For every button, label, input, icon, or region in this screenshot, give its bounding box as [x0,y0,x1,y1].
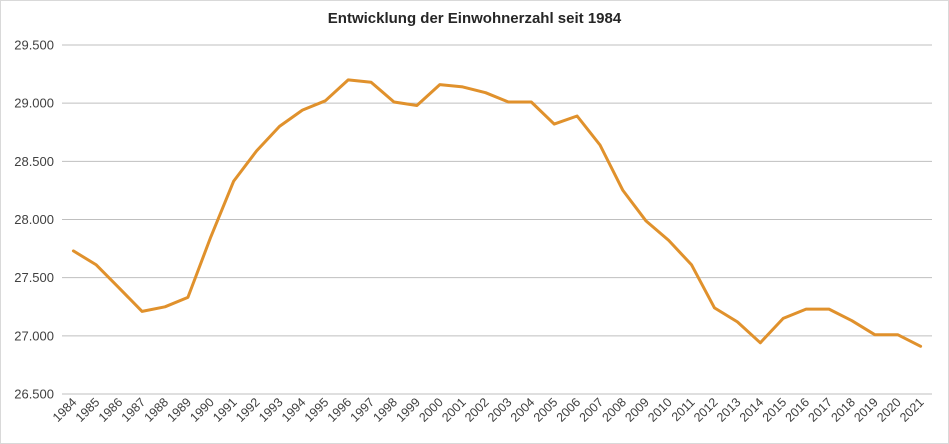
y-tick-label: 27.500 [14,270,54,285]
x-tick-label: 1992 [233,395,263,425]
x-tick-label: 2005 [531,395,561,425]
x-tick-label: 2012 [691,395,721,425]
chart-title: Entwicklung der Einwohnerzahl seit 1984 [327,10,622,27]
gridlines [62,44,932,395]
x-tick-label: 2015 [760,395,790,425]
x-tick-label: 1984 [50,395,80,425]
x-axis-tick-labels: 1984198519861987198819891990199119921993… [50,395,927,425]
x-tick-label: 2013 [714,395,744,425]
y-axis-tick-labels: 26.500 27.000 27.500 28.000 28.500 29.000 29.5… [14,38,54,402]
x-tick-label: 1985 [73,395,103,425]
x-tick-label: 2018 [828,395,858,425]
x-tick-label: 2016 [783,395,813,425]
x-tick-label: 1995 [302,395,332,425]
x-tick-label: 1994 [279,395,309,425]
x-tick-label: 2001 [439,395,469,425]
x-tick-label: 1991 [210,395,240,425]
x-tick-label: 2017 [806,395,836,425]
x-tick-label: 1993 [256,395,286,425]
x-tick-label: 1986 [96,395,126,425]
x-tick-label: 1997 [348,395,378,425]
x-tick-label: 2010 [645,395,675,425]
x-tick-label: 1999 [393,395,423,425]
x-tick-label: 2000 [416,395,446,425]
x-tick-label: 1988 [142,395,172,425]
y-tick-label: 29.000 [14,96,54,111]
x-tick-label: 2020 [874,395,904,425]
x-tick-label: 2021 [897,395,927,425]
x-tick-label: 2009 [622,395,652,425]
x-tick-label: 1990 [187,395,217,425]
y-tick-label: 29.500 [14,38,54,53]
x-tick-label: 2006 [554,395,584,425]
x-tick-label: 2019 [851,395,881,425]
y-tick-label: 26.500 [14,387,54,402]
x-tick-label: 1987 [119,395,149,425]
x-tick-label: 1998 [371,395,401,425]
x-tick-label: 2008 [599,395,629,425]
x-tick-label: 2007 [577,395,607,425]
x-tick-label: 2014 [737,395,767,425]
x-tick-label: 2011 [669,395,698,424]
y-tick-label: 28.500 [14,154,54,169]
x-tick-label: 2004 [508,395,538,425]
series-line [71,78,923,348]
x-tick-label: 2003 [485,395,515,425]
y-tick-label: 27.000 [14,328,54,343]
y-tick-label: 28.000 [14,212,54,227]
x-tick-label: 1989 [164,395,194,425]
x-tick-label: 2002 [462,395,492,425]
series-layer [71,78,923,348]
x-tick-label: 1996 [325,395,355,425]
